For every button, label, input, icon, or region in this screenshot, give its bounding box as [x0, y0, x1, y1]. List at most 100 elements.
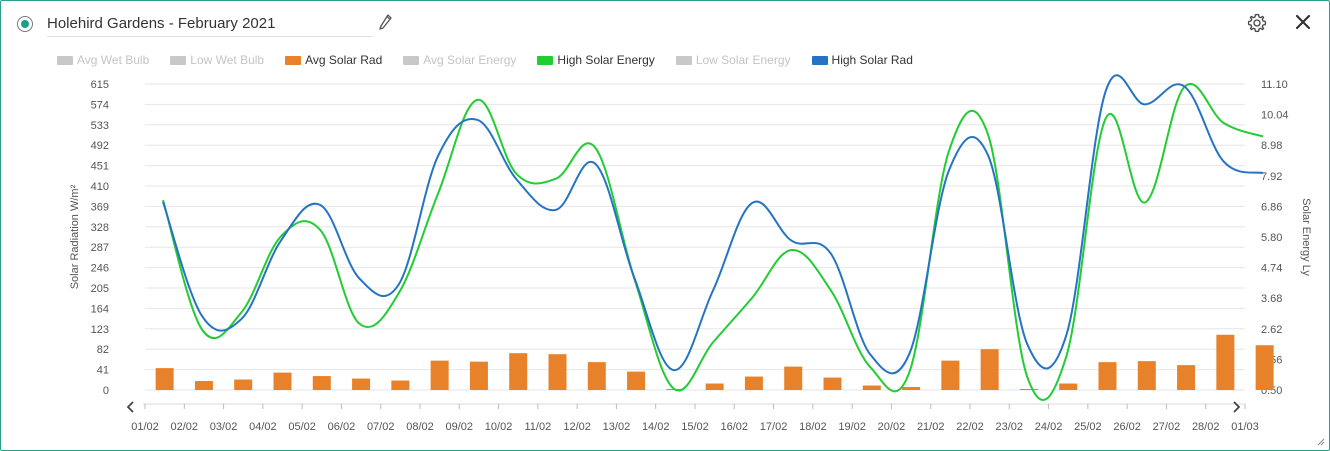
y-left-tick-label: 328 [91, 222, 109, 234]
chevron-left-icon[interactable] [124, 400, 138, 414]
x-tick-label: 16/02 [721, 421, 749, 433]
legend-label: Avg Solar Energy [423, 53, 517, 67]
x-tick-label: 01/03 [1231, 421, 1259, 433]
bar-avg-solar-rad [1137, 361, 1156, 390]
bar-avg-solar-rad [744, 376, 763, 390]
y-right-axis-title: Solar Energy Ly [1300, 198, 1312, 276]
bar-avg-solar-rad [1216, 334, 1235, 390]
x-tick-label: 05/02 [288, 421, 316, 433]
x-tick-label: 15/02 [681, 421, 709, 433]
x-tick-label: 21/02 [917, 421, 945, 433]
y-right-tick-label: 7.92 [1261, 171, 1282, 183]
chevron-right-icon[interactable] [1229, 400, 1243, 414]
x-tick-label: 12/02 [563, 421, 591, 433]
bar-avg-solar-rad [391, 380, 410, 390]
legend-item-high-solar-energy[interactable]: High Solar Energy [537, 51, 655, 69]
x-tick-label: 26/02 [1113, 421, 1141, 433]
chart-legend: Avg Wet Bulb Low Wet Bulb Avg Solar Rad Avg… [57, 51, 934, 69]
y-left-tick-label: 574 [91, 99, 109, 111]
x-tick-label: 04/02 [249, 421, 277, 433]
legend-swatch [537, 55, 554, 65]
x-tick-label: 25/02 [1074, 421, 1102, 433]
x-tick-label: 14/02 [642, 421, 670, 433]
y-left-tick-label: 533 [91, 120, 109, 132]
bar-avg-solar-rad [509, 353, 528, 390]
x-tick-label: 22/02 [956, 421, 984, 433]
x-tick-label: 03/02 [210, 421, 238, 433]
x-tick-label: 17/02 [760, 421, 788, 433]
bar-avg-solar-rad [1019, 389, 1038, 390]
bar-avg-solar-rad [312, 376, 331, 390]
x-tick-label: 23/02 [996, 421, 1024, 433]
y-left-tick-label: 369 [91, 201, 109, 213]
legend-swatch [170, 55, 187, 65]
y-left-tick-label: 164 [91, 303, 109, 315]
legend-item-high-solar-rad[interactable]: High Solar Rad [811, 51, 913, 69]
widget-header: Holehird Gardens - February 2021 [1, 1, 1329, 45]
resize-handle-icon[interactable] [1315, 436, 1325, 446]
x-tick-label: 18/02 [799, 421, 827, 433]
y-left-axis-title: Solar Radiation W/m² [69, 184, 81, 289]
y-left-tick-label: 205 [91, 283, 109, 295]
y-left-tick-label: 287 [91, 242, 109, 254]
y-right-tick-label: 2.62 [1261, 324, 1282, 336]
y-right-tick-label: 8.98 [1261, 140, 1282, 152]
legend-swatch [403, 55, 420, 65]
legend-label: Avg Wet Bulb [77, 53, 150, 67]
legend-label: Low Solar Energy [695, 53, 791, 67]
bar-avg-solar-rad [1255, 345, 1274, 390]
close-icon[interactable] [1294, 13, 1312, 31]
bar-avg-solar-rad [194, 381, 213, 390]
y-left-tick-label: 451 [91, 161, 109, 173]
bar-avg-solar-rad [941, 360, 960, 390]
x-tick-label: 06/02 [328, 421, 356, 433]
widget-title[interactable]: Holehird Gardens - February 2021 [47, 15, 373, 37]
x-tick-label: 19/02 [838, 421, 866, 433]
y-right-tick-label: 3.68 [1261, 293, 1282, 305]
bar-avg-solar-rad [548, 354, 567, 390]
legend-item-avg-solar-rad[interactable]: Avg Solar Rad [285, 51, 382, 69]
y-right-tick-label: 11.10 [1261, 79, 1288, 91]
x-tick-label: 07/02 [367, 421, 395, 433]
radio-icon[interactable] [17, 16, 33, 32]
bar-avg-solar-rad [980, 349, 999, 390]
bar-avg-solar-rad [1059, 383, 1078, 390]
x-tick-label: 28/02 [1192, 421, 1220, 433]
line-high-solar-energy [162, 83, 1264, 401]
bar-avg-solar-rad [430, 360, 449, 390]
legend-item-low-wet-bulb[interactable]: Low Wet Bulb [170, 51, 264, 69]
legend-item-avg-wet-bulb[interactable]: Avg Wet Bulb [57, 51, 149, 69]
bar-avg-solar-rad [627, 371, 646, 390]
x-tick-label: 08/02 [406, 421, 434, 433]
bar-avg-solar-rad [234, 379, 253, 390]
y-right-tick-label: 6.86 [1261, 201, 1282, 213]
x-tick-label: 24/02 [1035, 421, 1063, 433]
x-tick-label: 09/02 [446, 421, 474, 433]
pencil-icon[interactable] [378, 14, 392, 32]
legend-item-avg-solar-energy[interactable]: Avg Solar Energy [403, 51, 516, 69]
y-right-tick-label: 10.04 [1261, 110, 1289, 122]
x-tick-label: 02/02 [171, 421, 199, 433]
gear-icon[interactable] [1247, 13, 1267, 33]
y-right-tick-label: 5.80 [1261, 232, 1282, 244]
legend-label: Low Wet Bulb [190, 53, 265, 67]
x-tick-label: 27/02 [1153, 421, 1181, 433]
y-left-tick-label: 0 [103, 385, 109, 397]
bar-avg-solar-rad [1177, 365, 1196, 390]
legend-label: High Solar Energy [557, 53, 655, 67]
bar-avg-solar-rad [155, 368, 174, 390]
y-left-tick-label: 410 [91, 181, 109, 193]
bar-avg-solar-rad [1098, 362, 1117, 390]
legend-label: High Solar Rad [831, 53, 913, 67]
y-left-tick-label: 41 [97, 365, 109, 377]
bar-avg-solar-rad [823, 377, 842, 390]
legend-swatch [675, 55, 692, 65]
y-left-tick-label: 615 [91, 79, 109, 91]
bar-avg-solar-rad [862, 385, 881, 390]
y-left-tick-label: 246 [91, 263, 109, 275]
bar-avg-solar-rad [902, 387, 921, 390]
bar-avg-solar-rad [469, 361, 488, 390]
bar-avg-solar-rad [273, 372, 292, 390]
bar-avg-solar-rad [705, 383, 724, 390]
legend-item-low-solar-energy[interactable]: Low Solar Energy [675, 51, 791, 69]
